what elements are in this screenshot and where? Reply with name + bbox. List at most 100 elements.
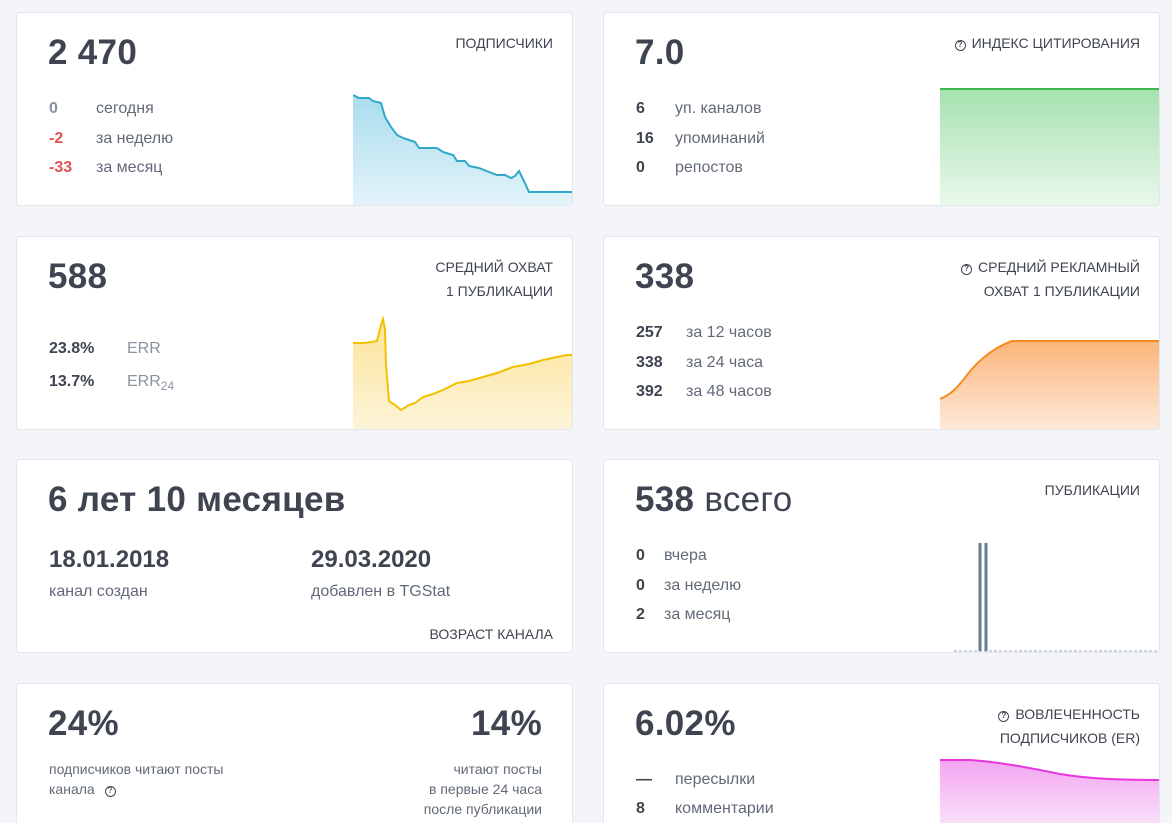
publication-bar bbox=[984, 543, 988, 651]
citation-sparkline bbox=[940, 88, 1159, 205]
avg-reach-err: 23.8% ERR bbox=[49, 339, 161, 359]
stat-text: сегодня bbox=[96, 100, 154, 117]
engagement-sparkline bbox=[940, 759, 1159, 823]
stat-value: 0 bbox=[49, 100, 58, 117]
label-line: 1 ПУБЛИКАЦИИ bbox=[445, 283, 553, 299]
stat-value: 2 bbox=[636, 606, 645, 623]
avg-reach-label: СРЕДНИЙ ОХВАТ 1 ПУБЛИКАЦИИ bbox=[435, 255, 553, 303]
subscribers-count: 2 470 bbox=[48, 33, 138, 72]
stat-text: ERR bbox=[127, 373, 161, 390]
stat-value: -33 bbox=[49, 159, 73, 176]
engagement-comments: 8 комментарии bbox=[636, 799, 774, 819]
subscribers-today: 0 сегодня bbox=[49, 99, 154, 119]
label-line: СРЕДНИЙ ОХВАТ bbox=[435, 259, 553, 275]
channel-age-label: ВОЗРАСТ КАНАЛА bbox=[429, 626, 553, 642]
added-caption: добавлен в TGStat bbox=[311, 583, 451, 600]
citation-card[interactable]: 7.0 ? ИНДЕКС ЦИТИРОВАНИЯ 6 уп. каналов 16 у… bbox=[603, 12, 1160, 206]
subscribers-label: ПОДПИСЧИКИ bbox=[455, 35, 553, 51]
text-line: подписчиков читают посты bbox=[49, 761, 224, 777]
channel-age-value: 6 лет 10 месяцев bbox=[48, 480, 346, 519]
subscribers-card[interactable]: 2 470 ПОДПИСЧИКИ 0 сегодня -2 за неделю -3… bbox=[16, 12, 573, 206]
citation-label-text: ИНДЕКС ЦИТИРОВАНИЯ bbox=[971, 35, 1140, 51]
stat-subscript: 24 bbox=[160, 379, 175, 394]
stat-text: за неделю bbox=[96, 130, 174, 147]
label-line: ОХВАТ 1 ПУБЛИКАЦИИ bbox=[983, 283, 1140, 299]
stat-value: 0 bbox=[636, 577, 645, 594]
stat-text: за неделю bbox=[664, 577, 742, 594]
label-line: СРЕДНИЙ РЕКЛАМНЫЙ bbox=[978, 259, 1140, 275]
stat-value: 392 bbox=[636, 383, 663, 400]
stat-text: вчера bbox=[664, 547, 707, 564]
stat-value: 8 bbox=[636, 800, 645, 817]
label-line: ПОДПИСЧИКОВ (ER) bbox=[999, 730, 1140, 746]
stat-text: ERR bbox=[127, 340, 161, 357]
ad-reach-sparkline bbox=[940, 340, 1159, 429]
channel-age-card[interactable]: 6 лет 10 месяцев 18.01.2018 канал создан… bbox=[16, 459, 573, 653]
publications-label: ПУБЛИКАЦИИ bbox=[1044, 482, 1140, 498]
stat-text: за 12 часов bbox=[686, 324, 772, 341]
stat-value: 257 bbox=[636, 324, 663, 341]
ad-reach-12h: 257 за 12 часов bbox=[636, 323, 772, 343]
engagement-value: 6.02% bbox=[635, 704, 736, 743]
label-line: ВОВЛЕЧЕННОСТЬ bbox=[1015, 706, 1140, 722]
engagement-card[interactable]: 6.02% ? ВОВЛЕЧЕННОСТЬ ПОДПИСЧИКОВ (ER) — п… bbox=[603, 683, 1160, 823]
ad-reach-label: ? СРЕДНИЙ РЕКЛАМНЫЙ ОХВАТ 1 ПУБЛИКАЦИИ bbox=[961, 255, 1140, 303]
publication-bar bbox=[978, 543, 982, 651]
publications-card[interactable]: 538 всего ПУБЛИКАЦИИ 0 вчера 0 за неделю 2… bbox=[603, 459, 1160, 653]
created-date: 18.01.2018 bbox=[49, 546, 170, 573]
avg-reach-value: 588 bbox=[48, 257, 108, 296]
stat-value: — bbox=[636, 771, 652, 788]
added-date: 29.03.2020 bbox=[311, 546, 432, 573]
publications-yesterday: 0 вчера bbox=[636, 546, 707, 566]
readers-right-value: 14% bbox=[471, 704, 542, 743]
publications-week: 0 за неделю bbox=[636, 576, 741, 596]
stat-text: пересылки bbox=[675, 771, 756, 788]
text-line: после публикации bbox=[423, 801, 542, 817]
avg-reach-card[interactable]: 588 СРЕДНИЙ ОХВАТ 1 ПУБЛИКАЦИИ 23.8% ERR … bbox=[16, 236, 573, 430]
stat-value: -2 bbox=[49, 130, 64, 147]
stat-text: комментарии bbox=[675, 800, 774, 817]
subscribers-sparkline bbox=[353, 94, 572, 205]
stat-text: за 48 часов bbox=[686, 383, 772, 400]
stat-value: 13.7% bbox=[49, 373, 95, 390]
publications-value: 538 всего bbox=[635, 480, 792, 520]
question-circle-icon[interactable]: ? bbox=[961, 264, 973, 275]
engagement-label: ? ВОВЛЕЧЕННОСТЬ ПОДПИСЧИКОВ (ER) bbox=[998, 702, 1140, 750]
citation-channels: 6 уп. каналов bbox=[636, 99, 761, 119]
stat-value: 0 bbox=[636, 159, 645, 176]
question-circle-icon[interactable]: ? bbox=[998, 711, 1010, 722]
subscribers-month: -33 за месяц bbox=[49, 158, 162, 178]
question-circle-icon[interactable]: ? bbox=[954, 40, 966, 51]
text-line: в первые 24 часа bbox=[429, 781, 542, 797]
ad-reach-value: 338 bbox=[635, 257, 695, 296]
text-line: канала bbox=[49, 781, 95, 797]
stat-text: упоминаний bbox=[675, 130, 765, 147]
stat-text: за 24 часа bbox=[686, 354, 764, 371]
stat-value: 16 bbox=[636, 130, 654, 147]
engagement-forwards: — пересылки bbox=[636, 770, 755, 790]
citation-mentions: 16 упоминаний bbox=[636, 129, 765, 149]
stat-text: уп. каналов bbox=[675, 100, 762, 117]
stat-value: 0 bbox=[636, 547, 645, 564]
stat-value: 338 bbox=[636, 354, 663, 371]
publications-total: 538 bbox=[635, 480, 695, 519]
created-caption: канал создан bbox=[49, 583, 148, 600]
publications-sparkline bbox=[954, 543, 1159, 652]
question-circle-icon[interactable]: ? bbox=[104, 786, 116, 797]
citation-index: 7.0 bbox=[635, 33, 685, 72]
readers-left-value: 24% bbox=[48, 704, 119, 743]
ad-reach-24h: 338 за 24 часа bbox=[636, 353, 763, 373]
publications-suffix: всего bbox=[704, 480, 793, 519]
subscribers-week: -2 за неделю bbox=[49, 129, 173, 149]
ad-reach-card[interactable]: 338 ? СРЕДНИЙ РЕКЛАМНЫЙ ОХВАТ 1 ПУБЛИКАЦИ… bbox=[603, 236, 1160, 430]
citation-reposts: 0 репостов bbox=[636, 158, 743, 178]
stat-value: 23.8% bbox=[49, 340, 95, 357]
readers-right-text: читают посты в первые 24 часа после публ… bbox=[424, 759, 542, 819]
citation-label: ? ИНДЕКС ЦИТИРОВАНИЯ bbox=[954, 31, 1140, 55]
readers-card[interactable]: 24% подписчиков читают посты канала ? 14… bbox=[16, 683, 573, 823]
readers-left-text: подписчиков читают посты канала ? bbox=[49, 759, 223, 799]
ad-reach-48h: 392 за 48 часов bbox=[636, 382, 772, 402]
stat-text: за месяц bbox=[664, 606, 731, 623]
stat-text: репостов bbox=[675, 159, 743, 176]
stat-text: за месяц bbox=[96, 159, 163, 176]
